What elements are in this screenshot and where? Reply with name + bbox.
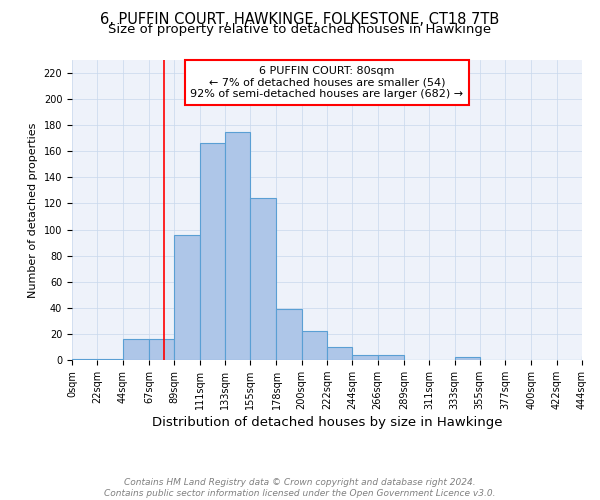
Bar: [72, 358, 97, 360]
Text: Contains HM Land Registry data © Crown copyright and database right 2024.
Contai: Contains HM Land Registry data © Crown c…: [104, 478, 496, 498]
Bar: [122, 339, 149, 360]
Bar: [277, 309, 302, 360]
X-axis label: Distribution of detached houses by size in Hawkinge: Distribution of detached houses by size …: [152, 416, 502, 429]
Text: 6 PUFFIN COURT: 80sqm
← 7% of detached houses are smaller (54)
92% of semi-detac: 6 PUFFIN COURT: 80sqm ← 7% of detached h…: [190, 66, 464, 99]
Bar: [377, 355, 404, 360]
Text: Size of property relative to detached houses in Hawkinge: Size of property relative to detached ho…: [109, 22, 491, 36]
Text: 6, PUFFIN COURT, HAWKINGE, FOLKESTONE, CT18 7TB: 6, PUFFIN COURT, HAWKINGE, FOLKESTONE, C…: [100, 12, 500, 28]
Bar: [352, 355, 377, 360]
Bar: [225, 132, 250, 360]
Bar: [582, 356, 600, 360]
Y-axis label: Number of detached properties: Number of detached properties: [28, 122, 38, 298]
Bar: [149, 339, 174, 360]
Bar: [327, 347, 352, 360]
Bar: [174, 235, 199, 360]
Bar: [250, 198, 277, 360]
Bar: [97, 358, 122, 360]
Bar: [455, 358, 480, 360]
Bar: [302, 332, 327, 360]
Bar: [199, 144, 225, 360]
